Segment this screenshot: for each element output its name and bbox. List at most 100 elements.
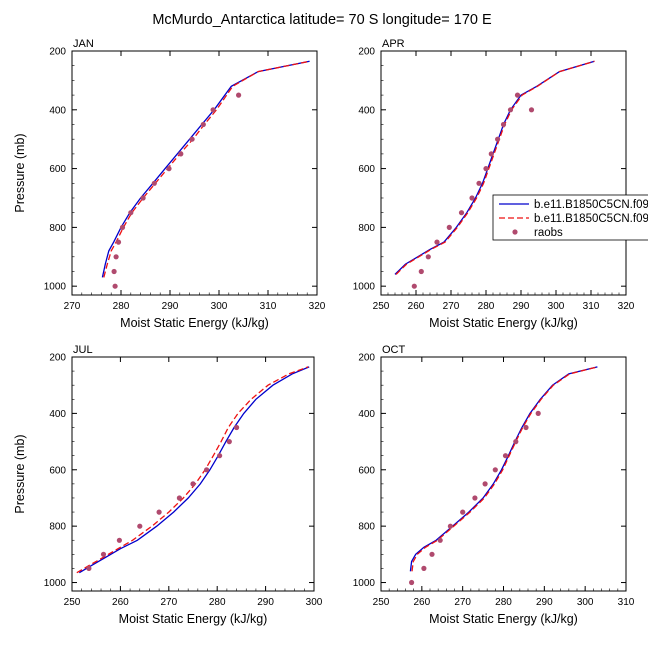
y-tick-label: 1000: [44, 282, 67, 293]
panel-jul: 250 260 270 280 290 300 200 400 600 800 1000 JUL Moi…: [13, 344, 323, 626]
y-tick-label: 800: [358, 522, 375, 533]
data-layer: [409, 366, 598, 586]
x-tick-label: 320: [309, 301, 326, 312]
x-tick-label: 300: [211, 301, 228, 312]
x-tick-label: 270: [64, 301, 81, 312]
raobs-point: [116, 537, 122, 543]
x-tick-label: 250: [373, 301, 390, 312]
series-line-2: [76, 366, 309, 574]
y-tick-label: 600: [49, 164, 66, 175]
raobs-point: [523, 424, 529, 431]
raobs-point: [86, 565, 92, 572]
raobs-point: [535, 410, 541, 416]
raobs-point: [447, 523, 453, 529]
x-axis-label: Moist Static Energy (kJ/kg): [429, 612, 578, 626]
raobs-point: [488, 151, 494, 157]
panel-title: JUL: [73, 344, 93, 356]
raobs-point: [189, 136, 195, 142]
series-line-1: [101, 60, 310, 278]
y-tick-label: 1000: [44, 578, 67, 589]
raobs-point: [460, 509, 466, 515]
figure-title: McMurdo_Antarctica latitude= 70 S longit…: [152, 12, 492, 28]
legend-marker: [512, 229, 518, 235]
y-tick-label: 400: [358, 105, 375, 116]
data-layer: [76, 366, 310, 574]
raobs-point: [210, 107, 216, 113]
raobs-point: [472, 495, 478, 501]
raobs-point: [137, 523, 143, 529]
raobs-point: [429, 551, 435, 557]
raobs-point: [111, 268, 117, 275]
raobs-point: [115, 239, 122, 245]
panel-apr: 250 260 270 280 290 300 310 320 200 400 600 800 1000…: [353, 38, 635, 330]
panels: 270 280 290 300 310 320 200 400 600 800 1000 JAN Moi…: [13, 38, 635, 626]
x-tick-label: 250: [373, 597, 390, 608]
x-tick-label: 290: [162, 301, 179, 312]
raobs-point: [502, 453, 509, 459]
y-tick-label: 800: [358, 223, 375, 234]
panel-oct: 250 260 270 280 290 300 310 200 400 600 800 1000 OCT…: [353, 344, 635, 626]
raobs-point: [217, 453, 223, 459]
legend-label: b.e11.B1850C5CN.f09: [534, 213, 648, 225]
x-tick-label: 290: [513, 301, 530, 312]
panel-jan: 270 280 290 300 310 320 200 400 600 800 1000 JAN Moi…: [13, 38, 326, 330]
y-tick-label: 800: [49, 223, 66, 234]
x-tick-label: 310: [618, 597, 635, 608]
raobs-point: [236, 92, 242, 98]
raobs-point: [234, 424, 240, 431]
raobs-point: [178, 151, 184, 157]
x-axis-label: Moist Static Energy (kJ/kg): [429, 316, 578, 330]
plot-frame: [71, 50, 318, 296]
y-tick-label: 200: [49, 353, 66, 364]
y-tick-label: 600: [49, 465, 66, 476]
x-tick-label: 300: [306, 597, 323, 608]
raobs-point: [437, 537, 443, 543]
raobs-point: [421, 565, 427, 572]
x-tick-label: 260: [408, 301, 425, 312]
raobs-point: [483, 166, 489, 172]
y-tick-label: 1000: [353, 578, 376, 589]
x-axis-label: Moist Static Energy (kJ/kg): [119, 612, 268, 626]
raobs-point: [409, 579, 415, 586]
panel-title: APR: [382, 38, 405, 50]
legend-label: raobs: [534, 227, 563, 239]
series-line-1: [78, 366, 310, 574]
y-axis-label: Pressure (mb): [13, 133, 27, 212]
data-layer: [101, 60, 310, 289]
x-tick-label: 290: [536, 597, 553, 608]
y-tick-label: 600: [358, 164, 375, 175]
raobs-point: [482, 481, 488, 487]
raobs-point: [190, 481, 196, 487]
series-line-2: [103, 60, 310, 278]
series-line-2: [411, 366, 598, 572]
panel-title: OCT: [382, 344, 406, 356]
raobs-point: [469, 195, 475, 201]
x-tick-label: 290: [257, 597, 274, 608]
y-tick-label: 600: [358, 465, 375, 476]
x-tick-label: 260: [112, 597, 129, 608]
raobs-point: [411, 283, 417, 289]
x-tick-label: 270: [160, 597, 177, 608]
y-tick-label: 200: [358, 353, 375, 364]
legend: b.e11.B1850C5CN.f09 b.e11.B1850C5CN.f09 ra…: [492, 194, 648, 241]
raobs-point: [507, 107, 514, 113]
raobs-point: [495, 136, 501, 142]
x-tick-label: 320: [618, 301, 635, 312]
raobs-point: [119, 224, 126, 230]
raobs-point: [166, 166, 172, 172]
legend-label: b.e11.B1850C5CN.f09: [534, 199, 648, 211]
raobs-point: [500, 121, 507, 128]
raobs-point: [528, 107, 535, 113]
x-tick-label: 300: [548, 301, 565, 312]
y-tick-label: 800: [49, 522, 66, 533]
raobs-point: [492, 467, 498, 473]
x-axis-label: Moist Static Energy (kJ/kg): [120, 316, 269, 330]
y-axis-label: Pressure (mb): [13, 434, 27, 513]
x-tick-label: 280: [209, 597, 226, 608]
y-tick-label: 400: [358, 409, 375, 420]
raobs-point: [434, 239, 440, 245]
raobs-point: [446, 224, 452, 230]
plot-frame: [71, 356, 315, 592]
panel-title: JAN: [73, 38, 94, 50]
